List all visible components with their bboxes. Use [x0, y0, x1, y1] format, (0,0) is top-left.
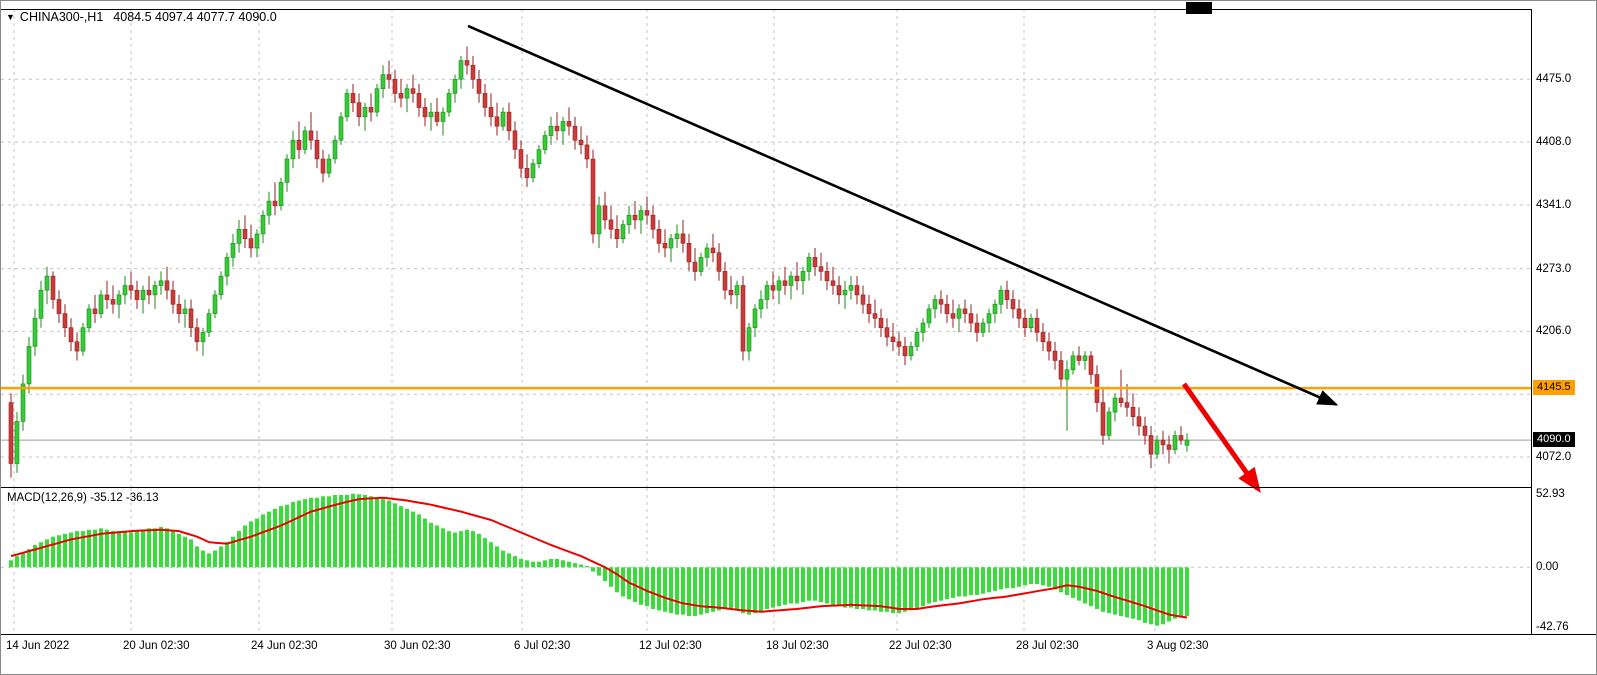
time-scale[interactable]: 14 Jun 2022 20 Jun 02:30 24 Jun 02:30 30 Ju…: [1, 635, 1596, 674]
plot-top-border: [1, 9, 1596, 10]
macd-axis-label: 0.00: [1536, 561, 1559, 574]
hline-price-badge: 4145.5: [1533, 380, 1575, 396]
price-axis-label: 4475.0: [1536, 73, 1572, 86]
time-axis-label: 20 Jun 02:30: [123, 640, 190, 652]
time-axis-label: 22 Jul 02:30: [889, 640, 952, 652]
bid-price-badge: 4090.0: [1533, 432, 1575, 448]
symbol-marker-icon: ▼: [6, 12, 15, 22]
price-axis-label: 4408.0: [1536, 136, 1572, 149]
sell-arrow[interactable]: [1181, 382, 1261, 493]
price-scale-separator: [1531, 9, 1532, 634]
ohlc-values: 4084.5 4097.4 4077.7 4090.0: [113, 10, 277, 24]
time-axis-label: 30 Jun 02:30: [384, 640, 451, 652]
symbol-timeframe-label: CHINA300-,H1: [19, 10, 104, 24]
price-axis-label: 4273.0: [1536, 262, 1572, 275]
price-axis-label: 4341.0: [1536, 198, 1572, 211]
chart-shift-marker[interactable]: [1186, 2, 1212, 14]
price-chart-canvas[interactable]: [1, 9, 1531, 493]
panel-separator[interactable]: [1, 487, 1596, 488]
time-axis-label: 3 Aug 02:30: [1147, 640, 1209, 652]
macd-signal-line: [10, 496, 1188, 619]
time-axis-label: 6 Jul 02:30: [514, 640, 571, 652]
chart-header: ▼ CHINA300-,H1 4084.5 4097.4 4077.7 4090.0: [6, 10, 277, 24]
price-scale[interactable]: 4145.5 4090.0 4475.0 4408.0 4341.0 4273.0 42…: [1532, 1, 1596, 634]
macd-axis-label: -42.76: [1536, 620, 1569, 633]
candles: [8, 46, 1190, 478]
time-axis-label: 18 Jul 02:30: [766, 640, 829, 652]
time-axis-separator: [1, 634, 1596, 635]
macd-indicator-label: MACD(12,26,9) -35.12 -36.13: [7, 492, 159, 504]
grid: [1, 9, 1531, 487]
trendline[interactable]: [467, 24, 1339, 406]
time-axis-label: 28 Jul 02:30: [1016, 640, 1079, 652]
price-axis-label: 4206.0: [1536, 325, 1572, 338]
price-axis-label: 4072.0: [1536, 451, 1572, 463]
macd-panel-canvas[interactable]: [1, 488, 1531, 634]
time-axis-label: 14 Jun 2022: [6, 640, 70, 652]
time-axis-label: 24 Jun 02:30: [251, 640, 318, 652]
time-axis-label: 12 Jul 02:30: [639, 640, 702, 652]
macd-histogram: [9, 493, 1189, 626]
macd-axis-label: 52.93: [1536, 487, 1565, 500]
